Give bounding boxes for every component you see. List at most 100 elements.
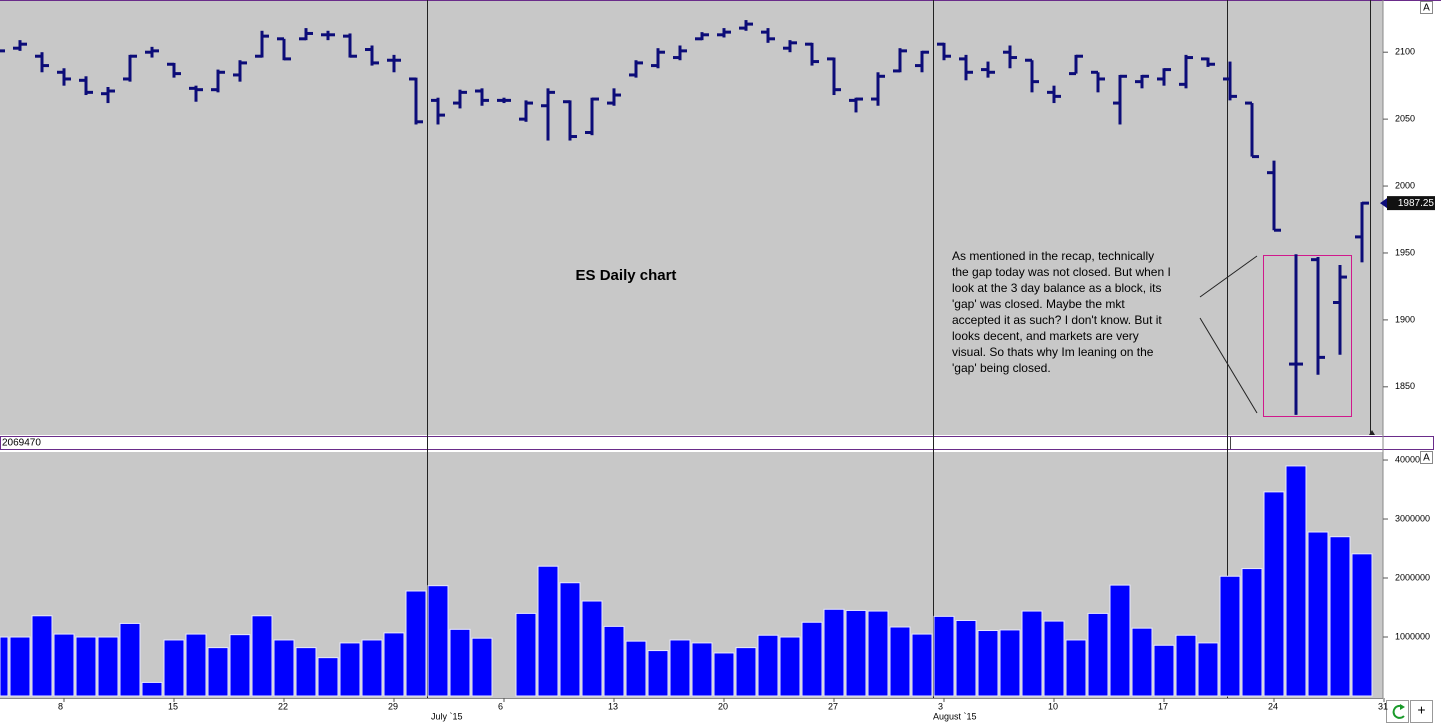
volume-bar bbox=[185, 633, 207, 697]
zoom-button[interactable] bbox=[1410, 700, 1433, 723]
volume-bar bbox=[1021, 610, 1043, 697]
volume-bar bbox=[1043, 620, 1065, 697]
volume-bar bbox=[31, 615, 53, 697]
volume-bar bbox=[603, 625, 625, 697]
volume-bar bbox=[405, 590, 427, 697]
volume-bar bbox=[691, 642, 713, 697]
annotation-line: visual. So thats why Im leaning on the bbox=[952, 345, 1154, 359]
y-tick-label: 1950 bbox=[1395, 247, 1415, 257]
x-tick-label: 27 bbox=[828, 701, 838, 711]
volume-bar bbox=[207, 647, 229, 697]
y-tick-label: 2050 bbox=[1395, 113, 1415, 123]
volume-bar bbox=[1263, 491, 1285, 697]
annotation-line: As mentioned in the recap, technically bbox=[952, 249, 1154, 263]
annotation-line: looks decent, and markets are very bbox=[952, 329, 1139, 343]
volume-bar bbox=[1131, 627, 1153, 697]
ohlc-bars bbox=[0, 20, 1369, 415]
volume-bar bbox=[647, 650, 669, 697]
volume-bar bbox=[471, 637, 493, 697]
x-tick-label: 31 bbox=[1378, 701, 1388, 711]
volume-bar bbox=[53, 633, 75, 697]
volume-bar bbox=[1109, 584, 1131, 697]
end-marker bbox=[1369, 430, 1375, 435]
volume-bar bbox=[1219, 575, 1241, 697]
x-tick-label: 8 bbox=[58, 701, 63, 711]
volume-bar bbox=[449, 628, 471, 697]
chart-title: ES Daily chart bbox=[576, 267, 677, 284]
volume-bar bbox=[845, 609, 867, 697]
volume-bar bbox=[581, 600, 603, 697]
volume-bar bbox=[1153, 644, 1175, 697]
volume-bar bbox=[933, 615, 955, 697]
volume-bar bbox=[317, 657, 339, 697]
volume-bar bbox=[559, 582, 581, 697]
annotation-line: accepted it as such? I don't know. But i… bbox=[952, 313, 1162, 327]
volume-bar bbox=[911, 633, 933, 697]
volume-bar bbox=[867, 610, 889, 697]
x-month-label: July `15 bbox=[431, 711, 463, 721]
y-tick-label: 2000 bbox=[1395, 180, 1415, 190]
volume-bar bbox=[735, 647, 757, 697]
volume-bar bbox=[977, 630, 999, 697]
last-price-tag bbox=[1387, 196, 1435, 211]
last-price-label: 1987.25 bbox=[1398, 198, 1435, 209]
refresh-button[interactable] bbox=[1386, 700, 1409, 723]
volume-bar bbox=[1087, 612, 1109, 697]
highlight-box bbox=[1263, 255, 1352, 417]
separator-strip bbox=[0, 436, 1434, 450]
volume-bar bbox=[75, 636, 97, 697]
volume-bar bbox=[537, 565, 559, 697]
panel-button[interactable] bbox=[1420, 1, 1433, 14]
y-tick-label: 40000 bbox=[1395, 454, 1420, 464]
x-month-label: August `15 bbox=[933, 711, 977, 721]
volume-bar bbox=[141, 681, 163, 697]
volume-bar bbox=[339, 642, 361, 697]
y-tick-label: 1900 bbox=[1395, 314, 1415, 324]
x-tick-label: 3 bbox=[938, 701, 943, 711]
y-tick-label: 1000000 bbox=[1395, 631, 1430, 641]
volume-bar bbox=[669, 639, 691, 697]
volume-bar bbox=[1351, 553, 1373, 697]
zoom-button-label[interactable]: + bbox=[1417, 702, 1425, 718]
panel-button[interactable] bbox=[1420, 451, 1433, 464]
volume-bar bbox=[1285, 465, 1307, 697]
refresh-icon-arrow[interactable] bbox=[1400, 704, 1405, 710]
panel-button-label[interactable]: A bbox=[1423, 453, 1430, 464]
y-tick-label: 2000000 bbox=[1395, 572, 1430, 582]
volume-bars bbox=[0, 465, 1373, 697]
volume-bar bbox=[97, 636, 119, 697]
x-tick-label: 10 bbox=[1048, 701, 1058, 711]
volume-bar bbox=[295, 647, 317, 697]
x-tick-label: 13 bbox=[608, 701, 618, 711]
volume-bar bbox=[757, 634, 779, 697]
annotation-line: 'gap' was closed. Maybe the mkt bbox=[952, 297, 1125, 311]
x-tick-label: 24 bbox=[1268, 701, 1278, 711]
panel-button-label[interactable]: A bbox=[1423, 3, 1430, 14]
annotation-line: the gap today was not closed. But when I bbox=[952, 265, 1171, 279]
callout-line bbox=[1199, 317, 1258, 414]
volume-bar bbox=[1197, 642, 1219, 697]
x-tick-label: 20 bbox=[718, 701, 728, 711]
x-tick-label: 22 bbox=[278, 701, 288, 711]
y-tick-label: 3000000 bbox=[1395, 513, 1430, 523]
y-tick-label: 1850 bbox=[1395, 381, 1415, 391]
volume-bar bbox=[1307, 531, 1329, 697]
volume-bar bbox=[1329, 536, 1351, 697]
volume-bar bbox=[801, 621, 823, 697]
callout-line bbox=[1199, 255, 1258, 298]
volume-bar bbox=[779, 636, 801, 697]
volume-bar bbox=[1065, 639, 1087, 697]
volume-bar bbox=[713, 652, 735, 697]
x-tick-label: 6 bbox=[498, 701, 503, 711]
refresh-button-frame[interactable] bbox=[1386, 700, 1409, 723]
volume-bar bbox=[229, 634, 251, 697]
volume-bar bbox=[273, 639, 295, 697]
annotation-line: look at the 3 day balance as a block, it… bbox=[952, 281, 1161, 295]
volume-bar bbox=[251, 615, 273, 697]
volume-bar bbox=[1241, 568, 1263, 697]
refresh-icon[interactable] bbox=[1392, 704, 1405, 719]
y-tick-label: 2100 bbox=[1395, 47, 1415, 57]
volume-bar bbox=[625, 640, 647, 697]
x-tick-label: 17 bbox=[1158, 701, 1168, 711]
